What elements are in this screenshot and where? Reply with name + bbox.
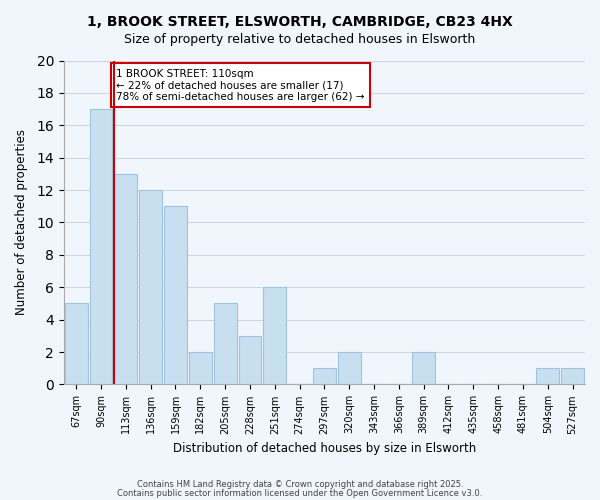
Text: Contains HM Land Registry data © Crown copyright and database right 2025.: Contains HM Land Registry data © Crown c…: [137, 480, 463, 489]
Bar: [412, 352, 435, 384]
Bar: [115, 174, 137, 384]
Bar: [536, 368, 559, 384]
Bar: [189, 352, 212, 384]
Bar: [139, 190, 162, 384]
Bar: [313, 368, 336, 384]
Bar: [164, 206, 187, 384]
Bar: [65, 304, 88, 384]
Bar: [214, 304, 236, 384]
Bar: [338, 352, 361, 384]
Text: 1, BROOK STREET, ELSWORTH, CAMBRIDGE, CB23 4HX: 1, BROOK STREET, ELSWORTH, CAMBRIDGE, CB…: [87, 15, 513, 29]
Y-axis label: Number of detached properties: Number of detached properties: [15, 130, 28, 316]
Bar: [239, 336, 262, 384]
Text: Size of property relative to detached houses in Elsworth: Size of property relative to detached ho…: [124, 32, 476, 46]
Bar: [263, 288, 286, 384]
Text: Contains public sector information licensed under the Open Government Licence v3: Contains public sector information licen…: [118, 489, 482, 498]
X-axis label: Distribution of detached houses by size in Elsworth: Distribution of detached houses by size …: [173, 442, 476, 455]
Bar: [561, 368, 584, 384]
Bar: [89, 109, 112, 384]
Text: 1 BROOK STREET: 110sqm
← 22% of detached houses are smaller (17)
78% of semi-det: 1 BROOK STREET: 110sqm ← 22% of detached…: [116, 68, 364, 102]
